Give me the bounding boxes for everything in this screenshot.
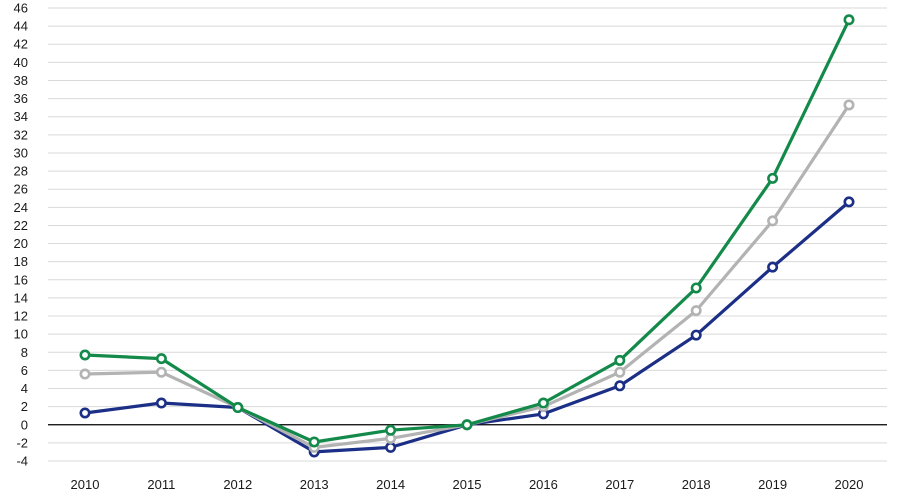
series-3: [79, 14, 855, 448]
data-point: [385, 424, 397, 436]
data-point: [614, 380, 626, 392]
data-point: [461, 419, 473, 431]
data-point: [155, 366, 167, 378]
y-tick-label: 2: [21, 399, 28, 414]
x-tick-label: 2017: [605, 477, 634, 492]
series-line: [83, 200, 851, 454]
y-tick-label: 24: [14, 200, 28, 215]
y-tick-label: 6: [21, 363, 28, 378]
y-tick-label: 10: [14, 327, 28, 342]
data-point: [614, 354, 626, 366]
x-tick-label: 2014: [376, 477, 405, 492]
series-line: [83, 18, 851, 444]
data-point: [232, 402, 244, 414]
y-axis-ticks: -4-2024681012141618202224262830323436384…: [14, 1, 28, 469]
x-tick-label: 2011: [147, 477, 175, 492]
y-tick-label: 16: [14, 272, 28, 287]
x-tick-label: 2018: [682, 477, 711, 492]
y-tick-label: 30: [14, 145, 28, 160]
data-point: [155, 353, 167, 365]
y-tick-label: 18: [14, 254, 28, 269]
data-point: [155, 397, 167, 409]
y-tick-label: 26: [14, 182, 28, 197]
y-tick-label: 14: [14, 290, 28, 305]
x-axis-ticks: 2010 2011 2012 2013 2014 2015 2016 2017 2018 2019…: [71, 477, 864, 492]
y-tick-label: 4: [21, 381, 28, 396]
y-tick-label: -4: [16, 454, 28, 469]
data-point: [79, 407, 91, 419]
y-tick-label: 12: [14, 309, 28, 324]
data-point: [690, 305, 702, 317]
x-tick-label: 2015: [453, 477, 482, 492]
y-tick-label: 36: [14, 91, 28, 106]
y-tick-label: 40: [14, 55, 28, 70]
data-point: [79, 349, 91, 361]
data-point: [537, 397, 549, 409]
data-point: [767, 172, 779, 184]
data-point: [843, 99, 855, 111]
data-point: [690, 329, 702, 341]
y-tick-label: 32: [14, 127, 28, 142]
x-tick-label: 2019: [758, 477, 787, 492]
y-tick-label: 28: [14, 164, 28, 179]
data-point: [308, 436, 320, 448]
y-tick-label: 0: [21, 417, 28, 432]
y-tick-label: 8: [21, 345, 28, 360]
y-tick-label: 20: [14, 236, 28, 251]
y-tick-label: -2: [16, 435, 28, 450]
series-1: [79, 196, 855, 458]
y-tick-label: 22: [14, 218, 28, 233]
grid-layer: [48, 7, 887, 462]
data-point: [767, 261, 779, 273]
data-point: [767, 215, 779, 227]
x-tick-label: 2016: [529, 477, 558, 492]
y-tick-label: 34: [14, 109, 28, 124]
data-point: [614, 366, 626, 378]
data-point: [843, 196, 855, 208]
series-layer: [79, 14, 855, 458]
x-tick-label: 2010: [71, 477, 100, 492]
x-tick-label: 2020: [835, 477, 864, 492]
y-tick-label: 44: [14, 19, 28, 34]
data-point: [843, 14, 855, 26]
x-tick-label: 2013: [300, 477, 329, 492]
x-tick-label: 2012: [223, 477, 252, 492]
data-point: [690, 282, 702, 294]
y-tick-label: 42: [14, 37, 28, 52]
series-line: [83, 103, 851, 449]
data-point: [79, 368, 91, 380]
y-tick-label: 38: [14, 73, 28, 88]
y-tick-label: 46: [14, 1, 28, 16]
data-point: [385, 441, 397, 453]
